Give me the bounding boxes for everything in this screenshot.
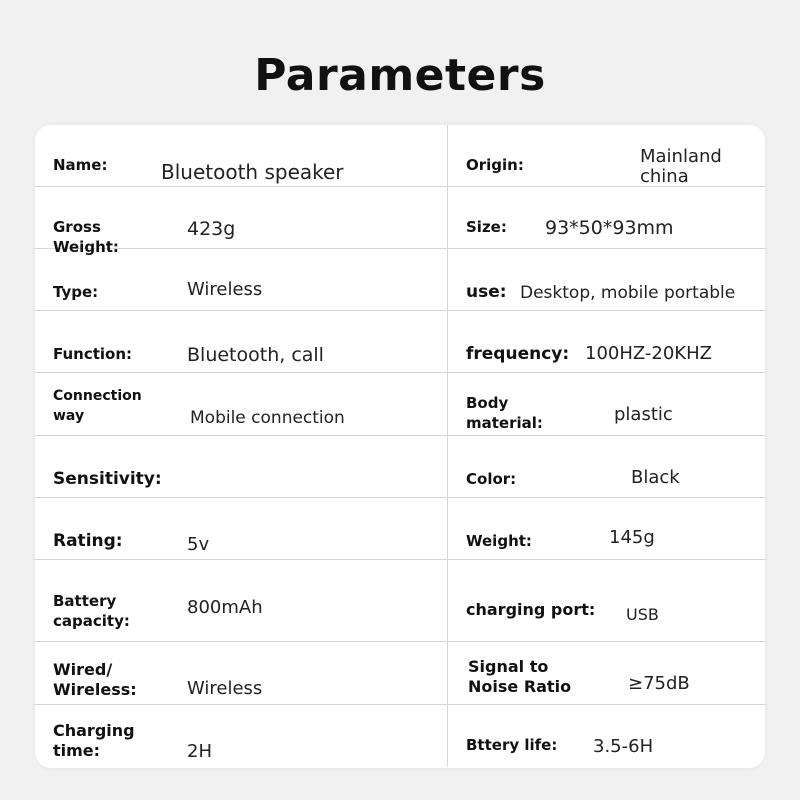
param-label: Connection way bbox=[53, 388, 142, 424]
param-label: Battery capacity: bbox=[53, 592, 130, 630]
param-label: Sensitivity: bbox=[53, 469, 162, 489]
param-label: Gross Weight: bbox=[53, 218, 119, 256]
param-value: 5v bbox=[187, 534, 210, 555]
param-label: Weight: bbox=[466, 532, 532, 550]
param-value: Black bbox=[631, 467, 680, 488]
table-row: Charging time: 2H Bttery life: 3.5-6H bbox=[35, 705, 765, 767]
param-label: Size: bbox=[466, 218, 507, 236]
param-label: Rating: bbox=[53, 531, 123, 551]
right-cell: Color: Black bbox=[448, 436, 765, 497]
left-cell: Charging time: 2H bbox=[35, 705, 448, 767]
param-value: 93*50*93mm bbox=[545, 217, 674, 239]
left-cell: Battery capacity: 800mAh bbox=[35, 560, 448, 641]
left-cell: Rating: 5v bbox=[35, 498, 448, 559]
left-cell: Connection way Mobile connection bbox=[35, 373, 448, 435]
param-label: Bttery life: bbox=[466, 736, 558, 754]
param-value: Bluetooth, call bbox=[187, 344, 324, 366]
param-value: 3.5-6H bbox=[593, 736, 654, 757]
param-label: Wired/ Wireless: bbox=[53, 660, 137, 699]
right-cell: charging port: USB bbox=[448, 560, 765, 641]
param-value: USB bbox=[626, 605, 659, 624]
param-label: Signal to Noise Ratio bbox=[468, 657, 572, 696]
left-cell: Type: Wireless bbox=[35, 249, 448, 310]
table-row: Rating: 5v Weight: 145g bbox=[35, 498, 765, 560]
param-value: Wireless bbox=[187, 279, 263, 300]
param-label: Type: bbox=[53, 283, 99, 301]
param-label: Origin: bbox=[466, 156, 524, 174]
right-cell: Size: 93*50*93mm bbox=[448, 187, 765, 248]
param-label: Charging time: bbox=[53, 721, 135, 760]
left-cell: Wired/ Wireless: Wireless bbox=[35, 642, 448, 704]
param-label: use: bbox=[466, 282, 507, 302]
table-row: Wired/ Wireless: Wireless Signal to Noise … bbox=[35, 642, 765, 705]
right-cell: Body material: plastic bbox=[448, 373, 765, 435]
param-label: charging port: bbox=[466, 600, 596, 619]
param-label: Function: bbox=[53, 345, 133, 363]
right-cell: frequency: 100HZ-20KHZ bbox=[448, 311, 765, 372]
right-cell: use: Desktop, mobile portable bbox=[448, 249, 765, 310]
right-cell: Weight: 145g bbox=[448, 498, 765, 559]
param-value: plastic bbox=[614, 404, 673, 425]
left-cell: Name: Bluetooth speaker bbox=[35, 125, 448, 186]
param-label: frequency: bbox=[466, 344, 570, 364]
table-row: Connection way Mobile connection Body mate… bbox=[35, 373, 765, 436]
param-label: Body material: bbox=[466, 394, 543, 432]
table-row: Sensitivity: Color: Black bbox=[35, 436, 765, 498]
param-value: Bluetooth speaker bbox=[161, 160, 344, 184]
param-value: ≥75dB bbox=[628, 673, 690, 694]
param-label: Name: bbox=[53, 156, 108, 174]
param-value: 100HZ-20KHZ bbox=[585, 343, 712, 364]
param-value: Desktop, mobile portable bbox=[520, 283, 736, 303]
left-cell: Gross Weight: 423g bbox=[35, 187, 448, 256]
left-cell: Sensitivity: bbox=[35, 436, 448, 497]
table-row: Gross Weight: 423g Size: 93*50*93mm bbox=[35, 187, 765, 256]
page-title: Parameters bbox=[254, 50, 546, 101]
param-label: Color: bbox=[466, 470, 517, 488]
table-row: Type: Wireless use: Desktop, mobile portabl… bbox=[35, 249, 765, 311]
param-value: Mainland china bbox=[640, 146, 722, 187]
param-value: 423g bbox=[187, 218, 236, 240]
table-row: Function: Bluetooth, call frequency: 100HZ-… bbox=[35, 311, 765, 373]
table-row: Battery capacity: 800mAh charging port: USB bbox=[35, 560, 765, 642]
table-row: Name: Bluetooth speaker Origin: Mainland ch… bbox=[35, 125, 765, 187]
right-cell: Signal to Noise Ratio ≥75dB bbox=[448, 642, 765, 704]
param-value: Wireless bbox=[187, 678, 263, 699]
left-cell: Function: Bluetooth, call bbox=[35, 311, 448, 372]
param-value: Mobile connection bbox=[190, 408, 345, 428]
right-cell: Bttery life: 3.5-6H bbox=[448, 705, 765, 767]
param-value: 800mAh bbox=[187, 597, 263, 618]
right-cell: Origin: Mainland china bbox=[448, 125, 765, 187]
param-value: 2H bbox=[187, 741, 212, 762]
parameters-table: Name: Bluetooth speaker Origin: Mainland ch… bbox=[35, 125, 765, 768]
param-value: 145g bbox=[609, 527, 655, 548]
